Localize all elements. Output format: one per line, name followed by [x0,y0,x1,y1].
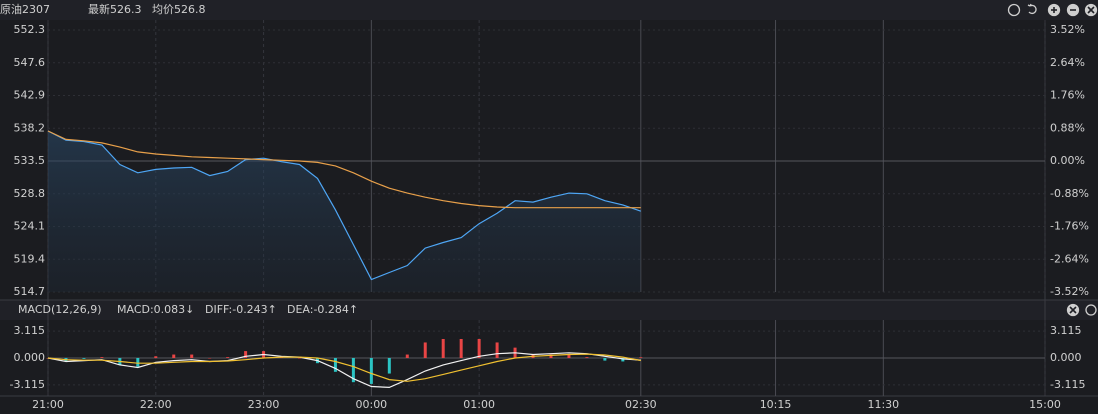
header-bar [0,0,1098,20]
macd-title: MACD(12,26,9) [18,303,102,316]
macd-bar [387,358,391,374]
macd-bar [136,358,140,367]
macd-bar [441,339,445,358]
reset-icon[interactable] [1027,3,1037,15]
macd-bar [639,357,643,358]
icon-glyphs [1051,6,1095,314]
y-tick-label: 547.6 [14,56,46,69]
y-tick-label: 3.115 [14,324,46,337]
latest-price: 最新526.3 [88,2,142,16]
series-line [47,130,641,281]
macd-bar [459,339,463,358]
x-tick-label: 23:00 [248,398,280,411]
macd-settings-icon[interactable] [1085,304,1097,316]
macd-bar [244,351,248,358]
y-tick-label: 538.2 [14,121,46,134]
x-tick-label: 15:00 [1029,398,1061,411]
series-line [47,352,641,389]
y2-tick-label: -1.76% [1050,220,1089,233]
y-tick-label: 528.8 [14,187,46,200]
x-tick-label: 01:00 [463,398,495,411]
x-tick-label: 00:00 [355,398,387,411]
x-d [1069,306,1077,314]
x-tick-label: 22:00 [140,398,172,411]
y-tick-label-right: 3.115 [1050,324,1082,337]
macd-bar [100,357,104,358]
macd-bar [82,358,86,359]
macd-bar [549,354,553,358]
x-tick-label: 11:30 [867,398,899,411]
macd-bar [495,342,499,358]
x-b [1087,6,1095,14]
y-tick-label: 552.3 [14,23,46,36]
series-line [47,130,641,209]
macd-bar [297,358,301,359]
macd-bar [333,358,337,372]
y2-tick-label: 2.64% [1050,56,1085,69]
y2-tick-label: 0.88% [1050,121,1085,134]
x-tick-label: 21:00 [32,398,64,411]
y2-tick-label: -0.88% [1050,187,1089,200]
macd-bar [226,357,230,358]
dea-value: DEA:-0.284↑ [287,303,358,316]
macd-bar [154,356,158,358]
y-tick-label: 514.7 [14,285,46,298]
y-tick-label: 524.1 [14,220,46,233]
macd-bar [351,358,355,383]
macd-bar [208,358,212,359]
macd-header-bar [0,300,1098,320]
macd-bar [423,342,427,358]
y2-tick-label: 3.52% [1050,23,1085,36]
macd-bar [621,358,625,362]
chart-title: 原油2307 [0,2,50,16]
price-area [48,131,641,292]
y-tick-label: 542.9 [14,89,46,102]
macd-bar [567,354,571,358]
y2-tick-label: 1.76% [1050,89,1085,102]
macd-bar [477,339,481,358]
macd-bar [405,354,409,358]
series-line [47,353,641,382]
x-tick-label: 02:30 [625,398,657,411]
diff-value: DIFF:-0.243↑ [205,303,277,316]
macd-bar [369,358,373,384]
y2-tick-label: -2.64% [1050,252,1089,265]
y-tick-label: -3.115 [10,378,45,391]
macd-bar [603,358,607,361]
macd-bar [585,357,589,358]
y-tick-label: 0.000 [14,351,46,364]
macd-bar [190,354,194,358]
settle-icon[interactable] [1007,3,1021,17]
average-price: 均价526.8 [152,3,206,16]
x-tick-label: 10:15 [760,398,792,411]
macd-value: MACD:0.083↓ [117,303,194,316]
y-tick-label: 533.5 [14,154,46,167]
y-tick-label: 519.4 [14,252,46,265]
y2-tick-label: -3.52% [1050,285,1089,298]
y-tick-label-right: 0.000 [1050,351,1082,364]
y-tick-label-right: -3.115 [1050,378,1085,391]
macd-bar [172,354,176,358]
y2-tick-label: 0.00% [1050,154,1085,167]
